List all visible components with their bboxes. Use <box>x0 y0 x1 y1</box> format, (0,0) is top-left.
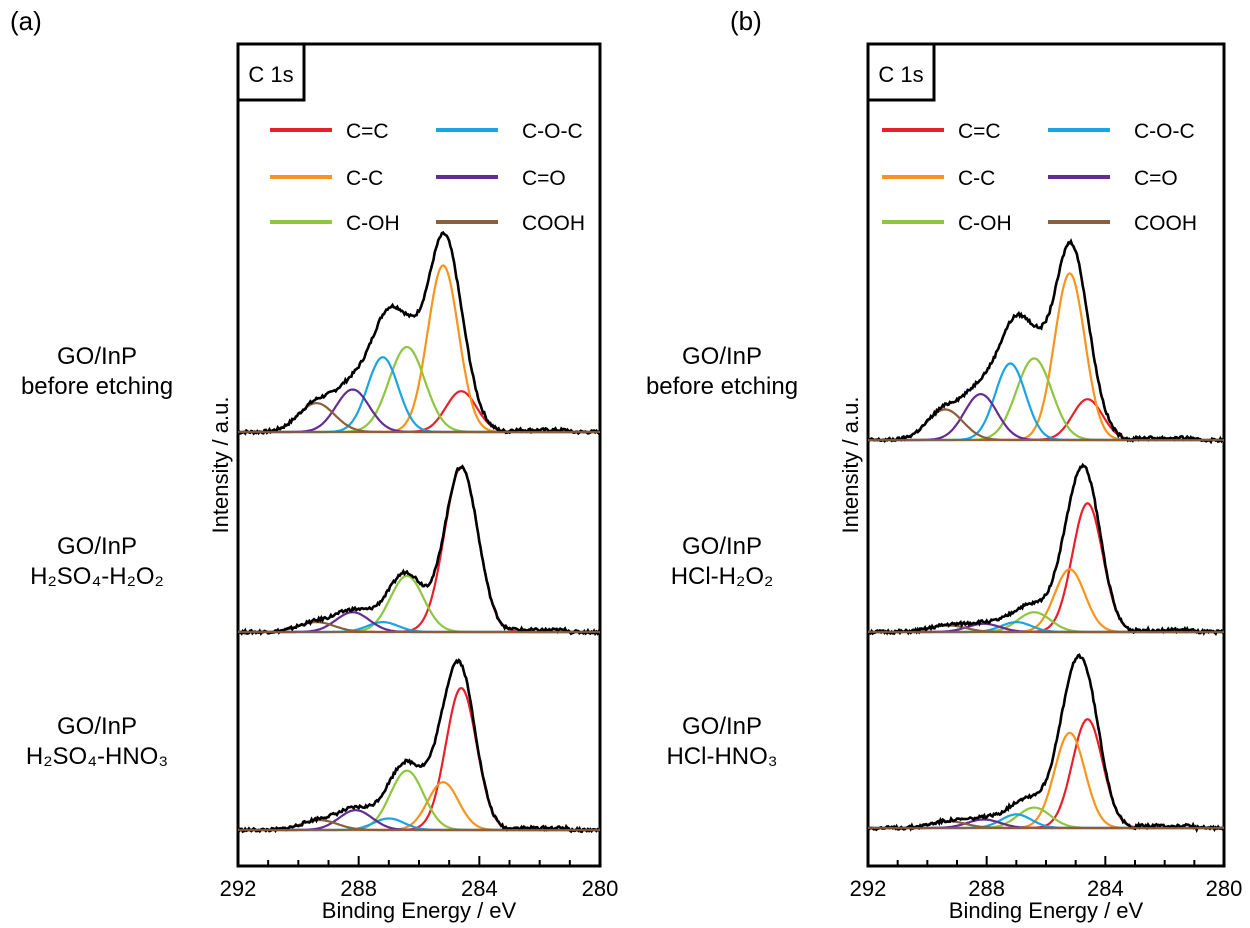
sample-label-line: GO/InP <box>56 713 138 740</box>
envelope-line <box>867 238 1225 445</box>
region-label-box <box>236 42 306 102</box>
sample-label-line: before etching <box>20 373 174 400</box>
envelope-line <box>237 464 601 637</box>
legend-label-cooh: COOH <box>1134 212 1197 235</box>
x-tick-label: 284 <box>461 876 498 901</box>
sample-label-line: H₂SO₄-H₂O₂ <box>30 563 164 590</box>
spectrum-3 <box>237 658 601 834</box>
panel-a: (a) C 1s C=C C-O-C C-C C=O C-OH COOH 292 288 284 28… <box>10 6 618 923</box>
envelope-line <box>866 653 1225 834</box>
component-c-o <box>868 392 1224 442</box>
region-label-box <box>866 42 936 102</box>
spectrum-1 <box>237 231 602 436</box>
x-tick-label: 280 <box>1206 876 1243 901</box>
spectrum-1 <box>867 238 1225 445</box>
envelope-line <box>867 462 1225 636</box>
legend-label-c-c: C-C <box>346 167 383 190</box>
x-tick-label: 292 <box>850 876 887 901</box>
legend-label-c-o-c: C-O-C <box>522 120 583 143</box>
x-tick-label: 288 <box>968 876 1005 901</box>
legend-label-cooh: COOH <box>522 212 585 235</box>
region-label: C 1s <box>248 62 293 87</box>
sample-label: GO/InP H₂SO₄-H₂O₂ <box>0 532 217 592</box>
spectrum-2 <box>867 462 1225 636</box>
sample-label-line: GO/InP <box>56 533 138 560</box>
legend-label-c-oh: C-OH <box>958 212 1012 235</box>
sample-label-line: GO/InP <box>56 343 138 370</box>
x-tick-label: 292 <box>220 876 257 901</box>
panel-label: (b) <box>730 6 762 36</box>
component-c-c <box>868 568 1224 634</box>
component-c-o <box>238 388 600 434</box>
y-axis-label: Intensity / a.u. <box>838 397 863 534</box>
sample-label-line: GO/InP <box>681 713 763 740</box>
envelope-line <box>237 658 601 834</box>
x-tick-label: 280 <box>582 876 619 901</box>
component-c-c <box>238 465 600 634</box>
component-c-c <box>238 390 600 434</box>
region-label: C 1s <box>878 62 923 87</box>
sample-label-line: HCl-HNO₃ <box>666 743 778 770</box>
sample-label-line: before etching <box>645 373 799 400</box>
component-c-c <box>238 780 600 832</box>
sample-label: GO/InP HCl-HNO₃ <box>602 712 842 772</box>
legend-label-c-o: C=O <box>522 167 566 190</box>
spectrum-3 <box>866 653 1225 834</box>
x-tick-label: 288 <box>340 876 377 901</box>
legend-label-c-c: C=C <box>346 120 389 143</box>
sample-label: GO/InP H₂SO₄-HNO₃ <box>0 712 217 772</box>
component-c-c <box>868 272 1224 442</box>
legend-label-c-o-c: C-O-C <box>1134 120 1195 143</box>
sample-label: GO/InP before etching <box>602 342 842 402</box>
x-tick-label: 284 <box>1087 876 1124 901</box>
component-c-c <box>238 264 600 434</box>
component-c-c <box>238 686 600 832</box>
sample-label-line: H₂SO₄-HNO₃ <box>25 743 169 770</box>
sample-label-line: GO/InP <box>681 533 763 560</box>
y-axis-label: Intensity / a.u. <box>208 397 233 534</box>
x-axis-label: Binding Energy / eV <box>322 898 517 923</box>
sample-label: GO/InP HCl-H₂O₂ <box>602 532 842 592</box>
panel-label: (a) <box>10 6 42 36</box>
legend-label-c-c: C-C <box>958 167 995 190</box>
spectrum-2 <box>237 464 601 637</box>
sample-label-line: GO/InP <box>681 343 763 370</box>
legend-label-c-o: C=O <box>1134 167 1178 190</box>
x-axis-label: Binding Energy / eV <box>949 898 1144 923</box>
legend-label-c-oh: C-OH <box>346 212 400 235</box>
panel-b: (b) C 1s C=C C-O-C C-C C=O C-OH COOH 292 288 284 28… <box>730 6 1242 923</box>
sample-label: GO/InP before etching <box>0 342 217 402</box>
legend-label-c-c: C=C <box>958 120 1001 143</box>
envelope-line <box>237 231 602 436</box>
component-c-oh <box>238 769 600 832</box>
sample-label-line: HCl-H₂O₂ <box>670 563 774 590</box>
